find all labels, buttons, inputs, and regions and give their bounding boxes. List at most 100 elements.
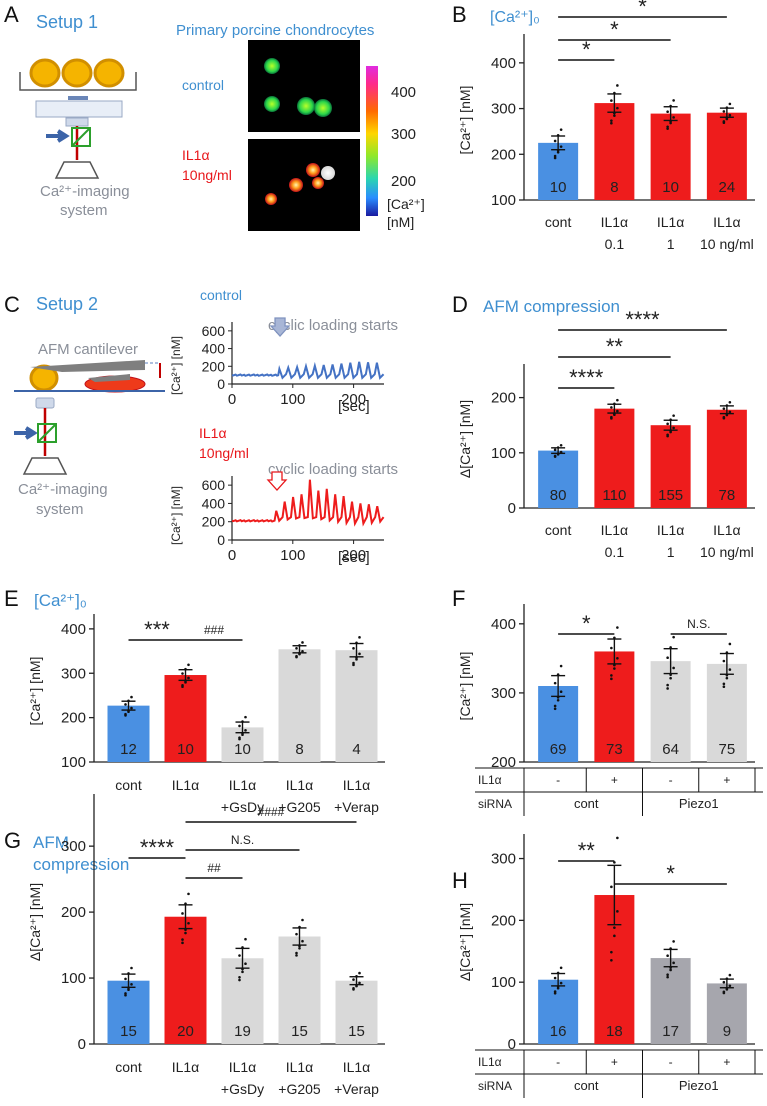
data-point — [556, 985, 560, 988]
x-tick-label: IL1α — [713, 522, 741, 538]
data-point — [127, 986, 130, 990]
chart-f: F 200 300 400 [Ca²⁺] [nM] 69 - 73 +64 - 75 + * N.S. IL… — [452, 586, 763, 816]
data-point — [298, 925, 301, 929]
il1a-sign: - — [669, 773, 673, 787]
data-point — [130, 966, 133, 970]
y-tick-label: 200 — [491, 754, 516, 771]
trace-il1a-chart: 0 200 400 600 0 100 200 — [202, 471, 385, 564]
setup2-system-label-2: system — [36, 501, 84, 518]
camera-base — [22, 457, 68, 475]
loading-start-arrow-icon — [266, 471, 288, 491]
data-point — [352, 978, 355, 981]
trace-y-tick-label: 400 — [202, 495, 226, 511]
data-point — [295, 954, 298, 957]
x-tick-label: IL1α — [172, 1059, 200, 1075]
data-point — [722, 110, 726, 113]
data-point — [553, 448, 557, 452]
data-point — [184, 902, 187, 905]
trace-y-tick-label: 0 — [217, 376, 225, 392]
significance-label: * — [610, 17, 619, 42]
data-point — [352, 661, 355, 665]
il1a-sign: - — [669, 1055, 673, 1069]
trace-y-tick-label: 400 — [202, 341, 226, 357]
data-point — [553, 990, 557, 993]
trace-x-tick-label: 0 — [228, 547, 236, 564]
x-tick-label: 10 ng/ml — [700, 544, 754, 560]
colorbar — [366, 66, 378, 216]
bar-n-label: 80 — [550, 487, 567, 504]
bar — [706, 409, 747, 508]
bar-n-label: 12 — [120, 741, 137, 758]
trace-y-tick-label: 0 — [217, 532, 225, 548]
bar — [594, 103, 635, 200]
data-point — [298, 644, 301, 647]
bar — [107, 705, 150, 762]
data-point — [666, 687, 669, 690]
y-tick-label: 300 — [61, 665, 86, 682]
x-tick-label: +GsDy — [221, 1081, 264, 1097]
bar-n-label: 9 — [723, 1023, 731, 1040]
data-point — [666, 127, 669, 130]
data-point — [130, 706, 133, 710]
data-point — [241, 970, 244, 974]
data-point — [184, 679, 187, 683]
excitation-arrow-icon — [14, 426, 38, 440]
data-point — [184, 667, 187, 671]
significance-label: *** — [144, 617, 170, 642]
data-point — [666, 110, 669, 114]
y-axis-label: [Ca²⁺] [nM] — [457, 86, 473, 155]
x-tick-label: 1 — [667, 236, 675, 252]
x-tick-label: +Verap — [334, 1081, 379, 1097]
data-point — [672, 414, 675, 417]
micrograph-il1a-dose: 10ng/ml — [182, 167, 232, 183]
data-point — [610, 99, 613, 102]
data-point — [616, 836, 619, 840]
x-tick-label: IL1α — [343, 777, 371, 793]
data-point — [556, 446, 560, 449]
x-tick-label: IL1α — [286, 777, 314, 793]
data-point — [352, 647, 355, 650]
bar-n-label: 8 — [610, 179, 618, 196]
data-point — [301, 649, 304, 653]
trace-y-tick-label: 600 — [202, 323, 226, 339]
data-point — [358, 636, 361, 639]
data-point — [722, 120, 726, 123]
data-point — [669, 673, 672, 677]
bar — [650, 113, 691, 200]
trace-il1a-label: IL1α — [199, 425, 227, 441]
data-point — [181, 941, 184, 945]
significance-label: * — [638, 0, 647, 19]
y-tick-label: 400 — [491, 616, 516, 633]
x-tick-label: IL1α — [657, 214, 685, 230]
data-point — [181, 938, 184, 941]
y-axis-label: Δ[Ca²⁺] [nM] — [457, 903, 473, 981]
data-point — [666, 656, 669, 660]
data-point — [666, 125, 669, 129]
dish-outline — [19, 72, 137, 91]
stage-plate — [35, 100, 123, 118]
panel-letter: E — [4, 586, 19, 611]
chart-e: E [Ca²⁺]₀ 100 200 300 400 [Ca²⁺] [nM] 12 cont 10 I… — [4, 586, 385, 815]
y-tick-label: 0 — [78, 1036, 86, 1053]
data-point — [244, 962, 247, 966]
x-tick-label: +Verap — [334, 799, 379, 815]
setup1-system-label-2: system — [60, 202, 108, 219]
panel-title: [Ca²⁺]₀ — [34, 591, 87, 610]
y-tick-label: 400 — [61, 621, 86, 638]
significance-label: ### — [204, 623, 224, 637]
bar-n-label: 78 — [719, 487, 736, 504]
bar — [538, 979, 579, 1044]
bar-n-label: 10 — [550, 179, 567, 196]
trace-bottom-xunit: [sec] — [338, 549, 370, 566]
trace-x-tick-label: 200 — [341, 391, 366, 408]
data-point — [130, 983, 133, 986]
setup1-system-label-1: Ca²⁺-imaging — [40, 183, 130, 200]
data-point — [722, 659, 726, 663]
data-point — [184, 928, 187, 932]
objective-lens — [65, 117, 89, 127]
panel-letter: H — [452, 868, 468, 893]
data-point — [725, 977, 729, 980]
data-point — [556, 696, 560, 699]
panel-title: [Ca²⁺]₀ — [490, 9, 540, 26]
panel-title: compression — [33, 855, 129, 874]
